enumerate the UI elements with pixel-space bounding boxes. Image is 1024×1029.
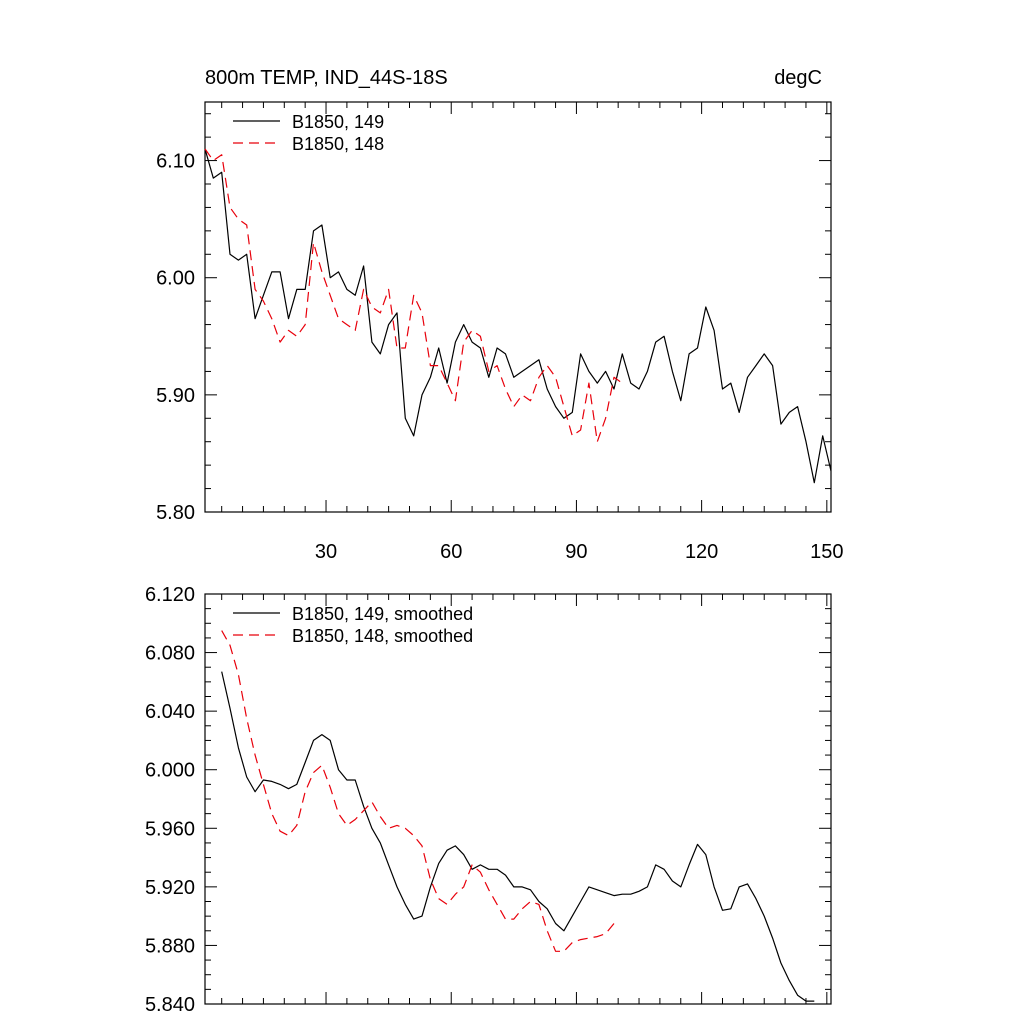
tick-group-bottom [205,593,831,1005]
y-tick-label: 6.080 [145,643,195,665]
x-tick-label: 150 [810,541,843,563]
legend-label-series-148: B1850, 148 [292,134,384,154]
y-tick-label: 5.880 [145,935,195,957]
series-group-bottom [221,630,815,1002]
legend-label-series-148-smoothed: B1850, 148, smoothed [292,626,473,646]
y-tick-label: 5.920 [145,877,195,899]
y-tick-label: 6.10 [156,151,195,173]
series-group-top [204,148,832,484]
legend-bottom: B1850, 149, smoothed B1850, 148, smoothe… [233,604,473,646]
y-tick-label: 6.00 [156,268,195,290]
series-line-top-0 [204,148,832,484]
y-tick-label: 5.960 [145,818,195,840]
y-tick-label: 6.120 [145,584,195,606]
x-tick-label: 120 [685,541,718,563]
x-tick-label: 60 [440,541,462,563]
series-line-bottom-1 [221,630,615,952]
tick-group-top [205,102,831,513]
y-tick-label: 5.840 [145,994,195,1016]
x-tick-label: 90 [565,541,587,563]
chart-title-left: 800m TEMP, IND_44S-18S [205,67,448,89]
series-line-bottom-0 [221,671,815,1002]
chart-title-right: degC [774,67,822,89]
tick-label-group-bottom: 5.840 5.880 5.920 5.960 6.000 6.040 6.080 6.120 [145,584,195,1016]
legend-top: B1850, 149 B1850, 148 [233,112,384,154]
series-line-top-1 [204,148,623,443]
plot-frame-top [204,101,832,513]
tick-label-group-top: 5.80 5.90 6.00 6.10 30 60 90 120 150 [156,151,843,563]
y-tick-label: 6.000 [145,760,195,782]
plot-frame-bottom [204,593,832,1005]
y-tick-label: 5.90 [156,385,195,407]
y-tick-label: 6.040 [145,701,195,723]
panel-bottom: 5.840 5.880 5.920 5.960 6.000 6.040 6.080 6.120… [145,584,832,1016]
legend-label-series-149-smoothed: B1850, 149, smoothed [292,604,473,624]
x-tick-label: 30 [315,541,337,563]
panel-top: 800m TEMP, IND_44S-18S degC 5.80 5.90 6.00… [156,67,843,563]
y-tick-label: 5.80 [156,502,195,524]
legend-label-series-149: B1850, 149 [292,112,384,132]
